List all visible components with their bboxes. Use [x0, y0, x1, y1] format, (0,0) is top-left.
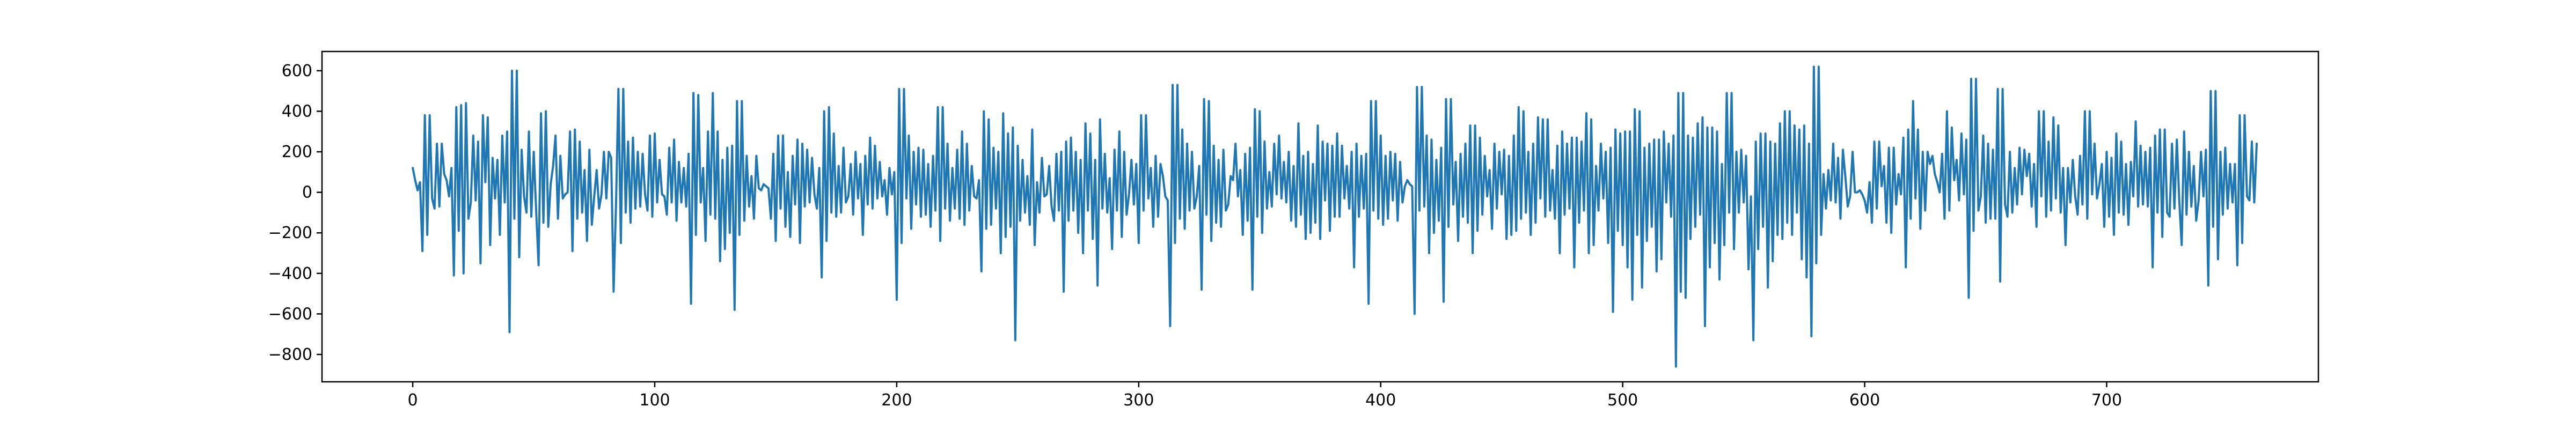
y-tick-label: −600 [268, 305, 312, 323]
y-tick-label: −200 [268, 224, 312, 242]
axes-frame [321, 50, 2319, 383]
x-tick-label: 100 [639, 391, 670, 410]
y-tick-label: 200 [282, 143, 312, 161]
x-tick-label: 500 [1607, 391, 1638, 410]
y-axis-ticks: −800 −600 −400 −200 0 200 400 600 [268, 62, 322, 364]
y-tick-label: −800 [268, 345, 312, 364]
y-tick-label: 400 [282, 102, 312, 121]
x-tick-label: 200 [881, 391, 912, 410]
x-axis-ticks: 0 100 200 300 400 500 600 700 [408, 382, 2122, 410]
y-tick-label: 0 [302, 183, 312, 202]
x-tick-label: 300 [1123, 391, 1154, 410]
x-tick-label: 0 [408, 391, 418, 410]
y-tick-label: 600 [282, 62, 312, 80]
x-tick-label: 400 [1365, 391, 1396, 410]
x-tick-label: 700 [2091, 391, 2122, 410]
x-tick-label: 600 [1849, 391, 1880, 410]
plot-area [412, 65, 2258, 368]
y-tick-label: −400 [268, 264, 312, 283]
series-line-0 [412, 65, 2258, 368]
